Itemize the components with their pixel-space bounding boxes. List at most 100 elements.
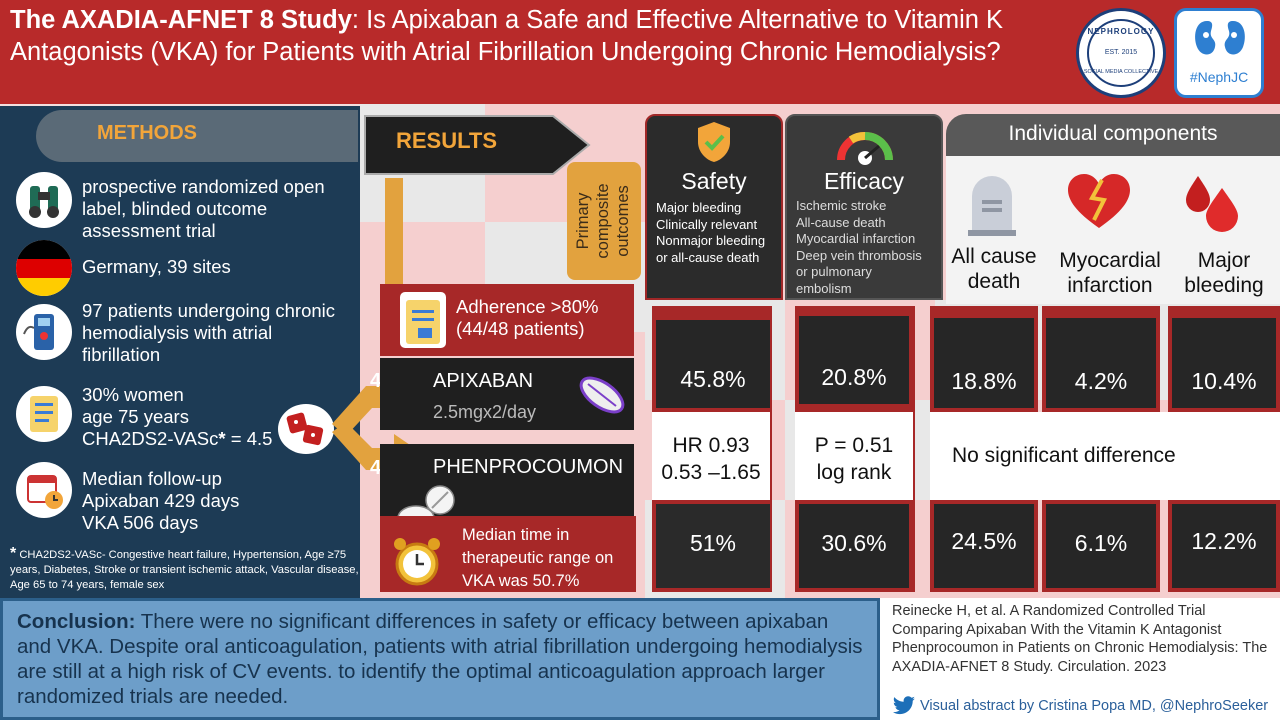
nephjc-hashtag: #NephJC bbox=[1189, 69, 1249, 85]
efficacy-item: All-cause death bbox=[796, 214, 886, 230]
methods-title: METHODS bbox=[36, 110, 358, 162]
p-value: P = 0.51 bbox=[814, 434, 894, 457]
primary-outcomes-label: Primary composite outcomes bbox=[567, 162, 641, 280]
calendar-clock-icon bbox=[16, 462, 72, 518]
kidney-icon bbox=[1195, 21, 1245, 55]
apixaban-dose: 2.5mgx2/day bbox=[433, 402, 537, 422]
safety-definition: Major bleeding Clinically relevant Nonma… bbox=[656, 200, 765, 266]
method-design: prospective randomized open label, blind… bbox=[82, 176, 325, 241]
efficacy-item: or pulmonary bbox=[796, 264, 872, 279]
germany-flag-icon bbox=[16, 240, 72, 296]
shield-check-icon bbox=[698, 122, 730, 162]
efficacy-title: Efficacy bbox=[823, 168, 905, 194]
alarm-clock-icon bbox=[394, 538, 440, 586]
apixaban-arm: APIXABAN 2.5mgx2/day bbox=[380, 358, 634, 430]
followup-vka: VKA 506 days bbox=[82, 512, 199, 533]
adherence-line: Adherence >80% bbox=[456, 296, 599, 317]
apixaban-death-value: 18.8% bbox=[934, 318, 1034, 408]
method-followup: Median follow-up Apixaban 429 days VKA 5… bbox=[82, 468, 354, 534]
components-significance: No significant difference bbox=[930, 412, 1280, 500]
binoculars-icon bbox=[16, 172, 72, 228]
adherence-count: (44/48 patients) bbox=[456, 318, 585, 339]
vka-bleeding-value: 12.2% bbox=[1172, 504, 1276, 588]
footnote-star: * bbox=[218, 428, 226, 449]
efficacy-item: Ischemic stroke bbox=[796, 198, 887, 213]
phenprocoumon-label: PHENPROCOUMON bbox=[433, 456, 624, 478]
tir-box: Median time in therapeutic range on VKA … bbox=[380, 516, 636, 592]
safety-item: Nonmajor bleeding bbox=[656, 233, 766, 248]
conclusion-text: There were no significant differences in… bbox=[17, 610, 863, 708]
vka-mi-value: 6.1% bbox=[1046, 504, 1156, 588]
phenprocoumon-arm: PHENPROCOUMON bbox=[380, 444, 634, 516]
label-all-cause-death: All cause death bbox=[946, 244, 1042, 294]
results-title: RESULTS bbox=[396, 128, 498, 153]
adherence-text: Adherence >80% (44/48 patients) bbox=[456, 296, 598, 340]
chads-label: CHA2DS2-VASc bbox=[82, 428, 219, 449]
safety-hazard-ratio: HR 0.93 0.53 –1.65 bbox=[652, 412, 770, 500]
chads-score: CHA2DS2-VASc* = 4.5 bbox=[82, 428, 354, 450]
label-line: death bbox=[967, 270, 1021, 293]
confidence-interval: 0.53 –1.65 bbox=[661, 461, 761, 484]
broken-heart-icon bbox=[1068, 174, 1130, 228]
followup-label: Median follow-up bbox=[82, 468, 222, 489]
conclusion-label: Conclusion: bbox=[17, 610, 136, 633]
label-line: infarction bbox=[1067, 274, 1153, 297]
adherence-box: Adherence >80% (44/48 patients) bbox=[380, 284, 634, 356]
tir-line: VKA was 50.7% bbox=[462, 572, 580, 590]
primary-outcomes-text: Primary composite outcomes bbox=[574, 183, 632, 259]
safety-item: Major bleeding bbox=[656, 200, 742, 215]
method-sites: Germany, 39 sites bbox=[82, 256, 231, 277]
checklist-icon bbox=[16, 386, 72, 442]
efficacy-item: Myocardial infarction bbox=[796, 231, 916, 246]
footnote-text: CHA2DS2-VASc- Congestive heart failure, … bbox=[10, 549, 359, 591]
footnote: * CHA2DS2-VASc- Congestive heart failure… bbox=[10, 546, 360, 593]
safety-item: Clinically relevant bbox=[656, 216, 758, 232]
efficacy-card: Efficacy Ischemic stroke All-cause death… bbox=[785, 114, 943, 300]
twitter-bird-icon[interactable] bbox=[892, 696, 916, 716]
efficacy-item: embolism bbox=[796, 280, 852, 296]
logo-ring bbox=[1087, 19, 1155, 87]
logo-text-bottom: SOCIAL MEDIA COLLECTIVE bbox=[1083, 69, 1159, 75]
tombstone-icon bbox=[968, 176, 1016, 236]
apixaban-efficacy-value: 20.8% bbox=[799, 316, 909, 404]
conclusion-box: Conclusion: There were no significant di… bbox=[0, 598, 880, 720]
safety-card: Safety Major bleeding Clinically relevan… bbox=[645, 114, 783, 300]
page-title: The AXADIA-AFNET 8 Study: Is Apixaban a … bbox=[10, 4, 1050, 68]
label-line: Myocardial bbox=[1059, 249, 1161, 272]
label-major-bleeding: Major bleeding bbox=[1172, 248, 1276, 298]
randomization-dice-icon bbox=[278, 404, 334, 454]
vka-efficacy-value: 30.6% bbox=[799, 504, 909, 588]
credit-line: Visual abstract by Cristina Popa MD, @Ne… bbox=[888, 692, 1280, 720]
test-name: log rank bbox=[816, 461, 892, 484]
individual-components-header: Individual components bbox=[946, 114, 1280, 156]
efficacy-p-value: P = 0.51 log rank bbox=[795, 412, 913, 500]
results-arrow bbox=[364, 115, 591, 175]
safety-item: or all-cause death bbox=[656, 249, 760, 265]
clipboard-icon bbox=[400, 292, 446, 348]
efficacy-definition: Ischemic stroke All-cause death Myocardi… bbox=[796, 198, 922, 297]
safety-title: Safety bbox=[681, 168, 747, 194]
blood-drops-icon bbox=[1186, 176, 1238, 232]
followup-apixaban: Apixaban 429 days bbox=[82, 490, 240, 511]
apixaban-label: APIXABAN bbox=[433, 370, 534, 392]
women-percent: 30% women bbox=[82, 384, 184, 405]
nephrology-logo[interactable]: NEPHROLOGY EST. 2015 SOCIAL MEDIA COLLEC… bbox=[1076, 8, 1166, 98]
hazard-ratio: HR 0.93 bbox=[672, 434, 750, 457]
label-line: bleeding bbox=[1184, 274, 1264, 297]
apixaban-mi-value: 4.2% bbox=[1046, 318, 1156, 408]
individual-components-panel bbox=[946, 156, 1280, 304]
logo-text-mid: EST. 2015 bbox=[1104, 49, 1138, 56]
footnote-star: * bbox=[10, 545, 17, 562]
label-line: All cause bbox=[951, 245, 1037, 268]
credit-text: Visual abstract by Cristina Popa MD, @Ne… bbox=[920, 698, 1269, 714]
vka-safety-value: 51% bbox=[656, 504, 770, 588]
mean-age: age 75 years bbox=[82, 406, 189, 427]
chads-value: = 4.5 bbox=[225, 428, 273, 449]
nephjc-logo[interactable]: #NephJC bbox=[1174, 8, 1264, 98]
connector-bar bbox=[385, 178, 403, 288]
apixaban-bleeding-value: 10.4% bbox=[1172, 318, 1276, 408]
dialysis-machine-icon bbox=[16, 304, 72, 360]
tir-text: Median time in therapeutic range on VKA … bbox=[462, 524, 613, 593]
apixaban-safety-value: 45.8% bbox=[656, 320, 770, 408]
gauge-icon bbox=[837, 132, 893, 165]
